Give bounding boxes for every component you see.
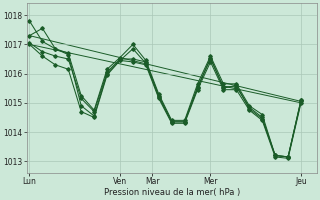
X-axis label: Pression niveau de la mer( hPa ): Pression niveau de la mer( hPa ) bbox=[104, 188, 240, 197]
